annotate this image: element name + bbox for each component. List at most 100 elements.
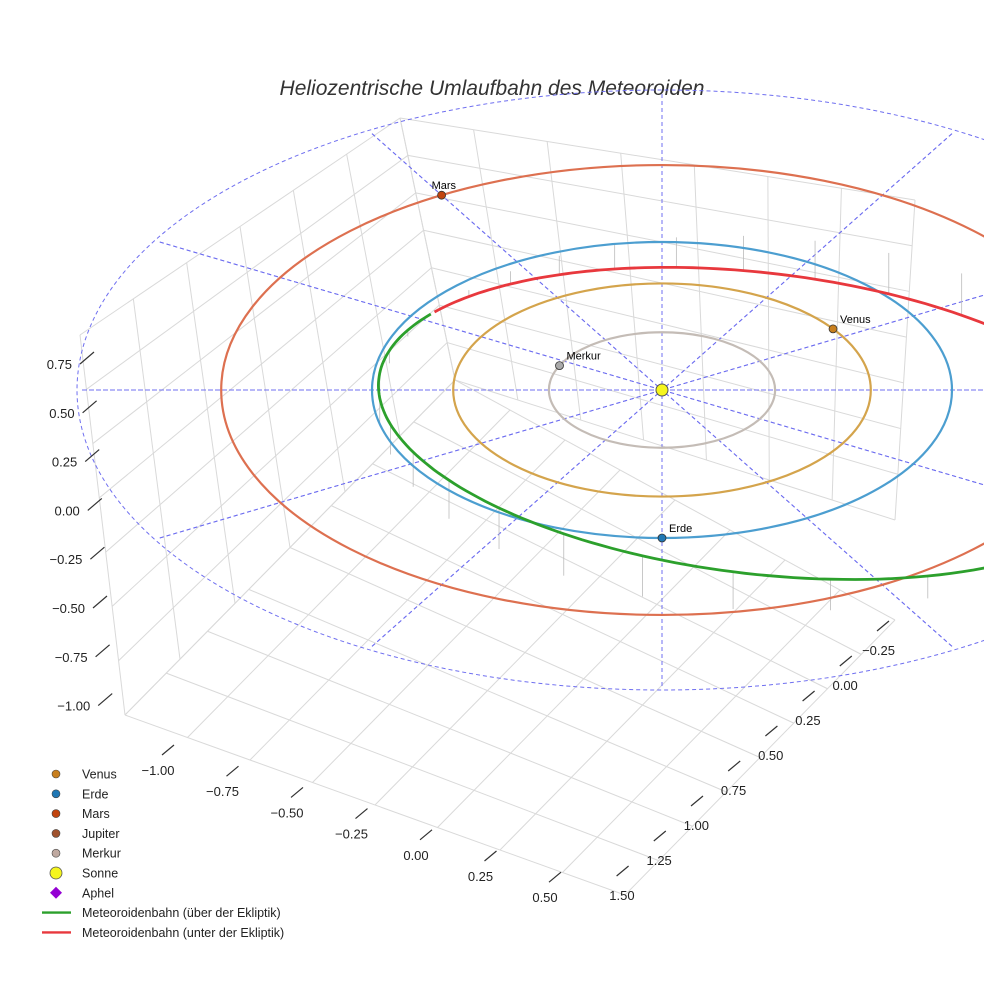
grid-line	[346, 154, 401, 436]
z-tick-label: −0.75	[55, 650, 88, 665]
planet-mars	[437, 190, 447, 200]
z-tick	[92, 595, 108, 609]
grid-line	[499, 559, 786, 851]
grid-line	[447, 342, 898, 475]
x-tick-label: −0.25	[335, 827, 368, 842]
ecliptic-reference-lines	[76, 89, 984, 691]
y-tick-label: 1.25	[646, 853, 671, 868]
z-tick	[95, 644, 110, 658]
legend-label: Sonne	[82, 867, 118, 881]
grid-line	[624, 619, 896, 896]
planet-venus	[828, 324, 838, 334]
y-tick	[765, 725, 778, 737]
x-tick	[161, 744, 175, 756]
y-tick-label: 0.25	[795, 713, 820, 728]
grid-line	[372, 463, 828, 690]
z-tick-label: −0.25	[49, 552, 82, 567]
meteoroid-orbit-below	[433, 266, 984, 326]
z-tick	[90, 546, 105, 560]
y-tick	[616, 865, 629, 877]
grid-line	[407, 154, 913, 247]
grid-line	[186, 262, 236, 604]
grid-line	[431, 267, 904, 384]
grid-line	[239, 226, 291, 548]
legend-label: Meteoroidenbahn (unter der Ekliptik)	[82, 926, 284, 940]
x-tick	[548, 871, 562, 883]
x-tick	[226, 765, 239, 777]
legend-symbol	[50, 886, 62, 899]
y-tick	[653, 830, 667, 842]
z-tick	[84, 449, 100, 463]
planet-label-erde: Erde	[669, 523, 692, 535]
y-tick-label: 1.00	[684, 818, 709, 833]
y-tick	[839, 655, 853, 667]
z-tick-label: −1.00	[57, 699, 90, 714]
legend-symbol	[51, 769, 61, 779]
legend-symbol	[49, 866, 63, 880]
x-tick-label: 0.25	[468, 869, 493, 884]
grid-line	[562, 589, 841, 873]
y-tick-label: 1.50	[609, 888, 634, 903]
z-tick	[79, 351, 95, 365]
projection-lines	[379, 235, 963, 611]
legend-symbol	[51, 848, 61, 858]
grid-line	[79, 334, 126, 716]
grid-line	[331, 505, 794, 724]
x-tick-label: −1.00	[142, 763, 175, 778]
legend-label: Mars	[82, 807, 110, 821]
z-tick-label: 0.00	[54, 503, 79, 518]
x-tick-label: −0.75	[206, 784, 239, 799]
meteoroid-orbit-above	[376, 312, 984, 581]
legend-label: Erde	[82, 787, 108, 801]
grid-line	[620, 153, 645, 441]
legend-label: Aphel	[82, 886, 114, 900]
orbit-mars	[220, 164, 984, 616]
legend: Venus Erde Mars Jupiter Merkur Sonne Aphel Mete…	[42, 768, 284, 940]
z-tick-label: 0.25	[52, 455, 77, 470]
grid-line	[399, 117, 916, 201]
orbit-venus	[452, 282, 872, 498]
legend-label: Venus	[82, 768, 117, 782]
x-tick	[290, 786, 304, 798]
z-tick	[97, 693, 113, 707]
legend-symbol	[51, 809, 61, 818]
grid-line	[98, 229, 424, 499]
orbit-merkur	[547, 331, 777, 449]
sun-marker	[655, 383, 669, 397]
y-tick-label: 0.50	[758, 748, 783, 763]
grid-line	[767, 176, 770, 481]
grid-line	[473, 129, 519, 401]
z-tick	[82, 400, 97, 414]
z-tick	[87, 497, 103, 511]
axis-ticks: 0.75 0.50 0.25 0.00 −0.25 −0.50 −0.75 −1.00 −1.0…	[47, 351, 895, 905]
planet-merkur	[555, 361, 564, 371]
grid-line	[831, 188, 842, 501]
y-tick	[876, 620, 890, 632]
grid-line	[86, 155, 409, 390]
legend-symbol	[51, 829, 61, 838]
grid-line	[132, 298, 181, 660]
grid-line	[105, 267, 432, 553]
planet-label-mars: Mars	[432, 180, 457, 192]
x-tick	[355, 808, 368, 820]
y-tick-label: −0.25	[862, 643, 895, 658]
planet-label-venus: Venus	[840, 314, 871, 326]
grid-line	[437, 529, 731, 828]
grid	[79, 117, 916, 896]
legend-label: Jupiter	[82, 827, 120, 841]
x-tick-label: 0.00	[403, 848, 428, 863]
x-tick-label: −0.50	[271, 805, 304, 820]
planet-erde	[657, 533, 667, 543]
x-tick-label: 0.50	[532, 890, 557, 905]
y-tick-label: 0.00	[832, 678, 857, 693]
y-tick	[802, 690, 815, 702]
z-tick-label: −0.50	[52, 601, 85, 616]
grid-line	[439, 304, 901, 430]
grid-line	[894, 199, 916, 521]
grid-line	[92, 192, 417, 444]
grid-line	[693, 164, 707, 461]
legend-label: Merkur	[82, 847, 121, 861]
grid-line	[399, 117, 456, 381]
y-tick	[690, 795, 704, 807]
